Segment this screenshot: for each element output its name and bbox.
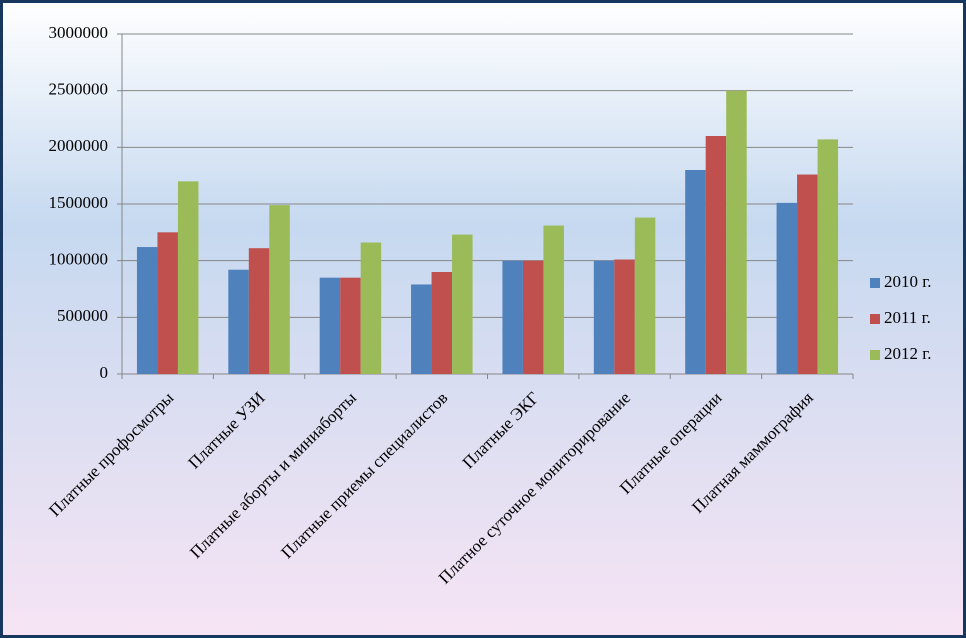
bar — [177, 181, 199, 374]
bar — [797, 174, 818, 374]
legend-swatch — [870, 314, 880, 324]
legend-label: 2010 г. — [884, 272, 932, 291]
bar — [522, 260, 544, 374]
y-tick-label: 2500000 — [49, 80, 109, 99]
y-tick-label: 0 — [100, 363, 109, 382]
bar — [452, 234, 473, 374]
bar — [319, 277, 341, 374]
bar — [593, 260, 615, 374]
bar — [543, 225, 564, 374]
y-tick-label: 1000000 — [49, 250, 109, 269]
bar — [340, 277, 361, 374]
legend-swatch — [870, 350, 880, 360]
bar — [685, 170, 706, 374]
bar — [360, 242, 382, 374]
bar — [634, 217, 656, 374]
bar — [431, 272, 453, 374]
bar — [726, 90, 747, 375]
legend-label: 2011 г. — [884, 308, 931, 327]
bar — [228, 269, 249, 374]
y-tick-label: 1500000 — [49, 193, 109, 212]
y-tick-label: 2000000 — [49, 136, 109, 155]
bar — [502, 260, 523, 374]
bar — [411, 284, 432, 374]
bar — [136, 247, 158, 374]
bar — [705, 136, 727, 374]
bar — [776, 202, 798, 374]
legend-swatch — [870, 278, 880, 288]
y-tick-label: 500000 — [57, 306, 108, 325]
bar — [157, 232, 178, 374]
bar — [248, 248, 270, 374]
bar — [817, 139, 839, 374]
y-tick-label: 3000000 — [49, 23, 109, 42]
legend-label: 2012 г. — [884, 344, 932, 363]
bar — [269, 205, 290, 374]
bar — [614, 259, 635, 374]
